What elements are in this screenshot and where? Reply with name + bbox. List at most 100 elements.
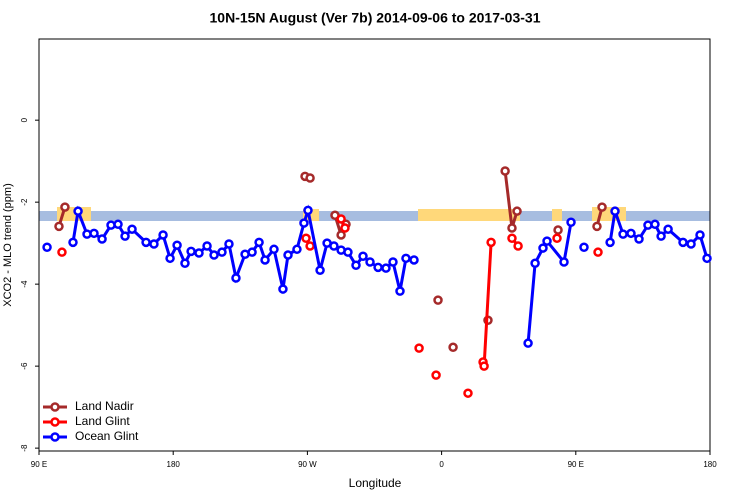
- data-point: [113, 219, 123, 230]
- data-point: [512, 206, 522, 216]
- data-point: [523, 338, 533, 348]
- data-point: [553, 225, 563, 235]
- data-point: [373, 262, 383, 273]
- data-point: [579, 242, 589, 253]
- data-point: [343, 247, 353, 257]
- data-point: [260, 255, 270, 265]
- data-point: [538, 243, 548, 253]
- x-tick-label: 0: [439, 460, 444, 469]
- data-point: [340, 223, 350, 233]
- legend-marker: [50, 402, 60, 412]
- data-point: [336, 214, 346, 224]
- data-point: [224, 239, 234, 249]
- x-tick-label: 180: [167, 460, 181, 469]
- data-point: [650, 219, 660, 230]
- data-point: [479, 361, 489, 371]
- data-point: [566, 217, 576, 227]
- data-point: [202, 241, 212, 251]
- x-axis-label: Longitude: [349, 476, 402, 490]
- data-point: [292, 244, 302, 255]
- data-point: [301, 233, 311, 243]
- data-point: [42, 242, 52, 253]
- data-point: [60, 202, 70, 212]
- data-point: [303, 205, 313, 216]
- mask-band: [39, 211, 710, 221]
- data-point: [254, 237, 264, 248]
- data-point: [500, 166, 510, 176]
- data-point: [194, 248, 204, 258]
- x-tick-label: 90 W: [298, 460, 317, 469]
- data-point: [388, 257, 398, 267]
- plot-frame: [38, 38, 711, 452]
- data-point: [634, 234, 644, 244]
- y-axis-label: XCO2 - MLO trend (ppm): [2, 183, 14, 306]
- legend-label: Land Glint: [75, 414, 130, 428]
- data-point: [433, 295, 443, 305]
- data-point: [172, 240, 182, 250]
- data-point: [507, 233, 517, 243]
- legend-label: Ocean Glint: [75, 429, 139, 443]
- data-point: [610, 206, 620, 216]
- data-point: [283, 250, 293, 260]
- data-point: [395, 286, 405, 296]
- data-point: [217, 247, 227, 257]
- data-point: [68, 237, 78, 248]
- data-point: [54, 221, 64, 232]
- data-point: [686, 239, 696, 249]
- data-point: [97, 234, 107, 244]
- data-point: [269, 244, 279, 255]
- data-point: [141, 237, 151, 248]
- data-point: [605, 237, 615, 248]
- data-point: [278, 284, 288, 294]
- data-point: [365, 257, 375, 267]
- y-tick-label: 0: [20, 117, 29, 122]
- data-point: [507, 223, 517, 233]
- data-point: [57, 247, 67, 257]
- data-point: [702, 253, 712, 264]
- data-point: [336, 230, 346, 240]
- data-point: [463, 388, 473, 398]
- data-point: [414, 343, 424, 353]
- legend-label: Land Nadir: [75, 399, 134, 413]
- data-point: [305, 173, 315, 183]
- data-point: [186, 246, 196, 257]
- y-tick-label: -2: [20, 198, 29, 206]
- data-point: [409, 255, 419, 265]
- data-point: [656, 231, 666, 241]
- data-point: [530, 258, 540, 268]
- data-point: [695, 230, 705, 240]
- data-point: [351, 260, 361, 271]
- data-point: [593, 247, 603, 257]
- data-point: [299, 218, 309, 228]
- legend-marker: [50, 417, 60, 427]
- data-point: [165, 253, 175, 264]
- data-point: [552, 233, 562, 243]
- data-point: [618, 229, 628, 239]
- y-tick-label: -8: [20, 444, 29, 452]
- land-strip: [418, 209, 520, 221]
- data-point: [431, 370, 441, 380]
- series-line: [71, 204, 709, 344]
- data-point: [120, 231, 130, 241]
- data-point: [305, 241, 315, 251]
- data-point: [448, 342, 458, 353]
- x-tick-label: 90 E: [31, 460, 47, 469]
- data-point: [247, 247, 257, 257]
- y-tick-label: -6: [20, 362, 29, 370]
- data-point: [209, 250, 219, 260]
- data-point: [89, 228, 99, 239]
- data-point: [180, 258, 190, 268]
- data-point: [626, 228, 636, 239]
- data-point: [315, 265, 325, 275]
- series-line: [57, 170, 604, 240]
- y-tick-label: -4: [20, 280, 29, 288]
- data-point: [149, 239, 159, 249]
- data-point: [597, 202, 607, 212]
- data-point: [592, 221, 602, 232]
- legend-marker: [50, 432, 60, 442]
- data-point: [542, 236, 552, 246]
- data-point: [559, 257, 569, 267]
- land-strip: [592, 207, 626, 221]
- data-point: [513, 241, 523, 251]
